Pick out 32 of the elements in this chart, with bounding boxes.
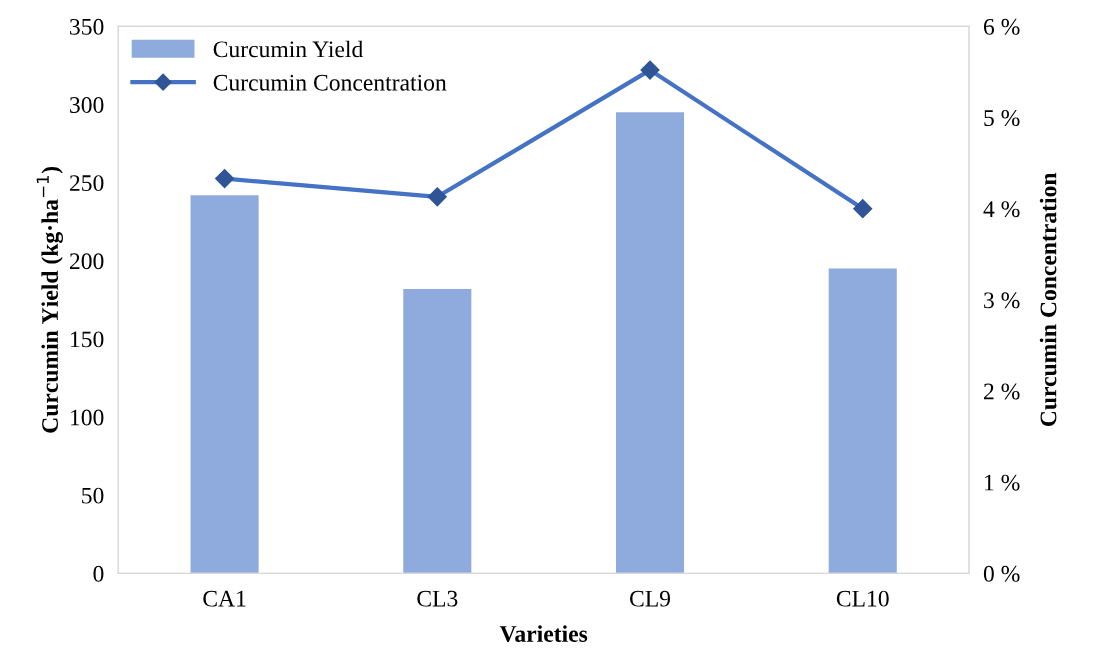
- x-tick-label: CL3: [417, 590, 458, 607]
- y2-tick-label: 4 %: [983, 201, 1020, 218]
- y2-tick-label: 2 %: [984, 383, 1020, 400]
- y2-tick-label: 5 %: [984, 110, 1020, 127]
- y2-tick-label: 0 %: [983, 565, 1020, 582]
- point: [640, 60, 660, 80]
- bar: [403, 288, 472, 574]
- x-tick-label: CL9: [630, 590, 671, 607]
- legend-label: Curcumin Yield: [213, 40, 363, 58]
- y-tick-label: 50: [82, 487, 104, 504]
- y2-tick-label: 6 %: [983, 18, 1020, 35]
- y-axis-title: Curcumin Yield (kg·ha$^{−1}$): [36, 166, 63, 433]
- y-tick-label: 200: [69, 253, 104, 270]
- point: [427, 187, 447, 207]
- x-tick-label: CL10: [836, 590, 889, 607]
- bar: [190, 195, 259, 574]
- y-tick-label: 350: [70, 18, 104, 35]
- y2-axis-title: Curcumin Concentration: [1039, 172, 1057, 427]
- bar: [615, 112, 685, 574]
- x-tick-label: CA1: [203, 590, 246, 607]
- y-tick-label: 250: [69, 175, 104, 192]
- legend-label: Curcumin Concentration: [213, 74, 447, 91]
- bar: [828, 268, 897, 574]
- y2-tick-label: 1 %: [985, 474, 1020, 491]
- y2-tick-label: 3 %: [984, 292, 1020, 309]
- y-tick-label: 300: [70, 96, 104, 113]
- y-tick-label: 0: [93, 565, 104, 582]
- point: [853, 199, 873, 219]
- y-tick-label: 150: [71, 331, 104, 348]
- y-tick-label: 100: [71, 409, 104, 426]
- x-axis-title: Varieties: [499, 625, 588, 643]
- point: [215, 169, 235, 189]
